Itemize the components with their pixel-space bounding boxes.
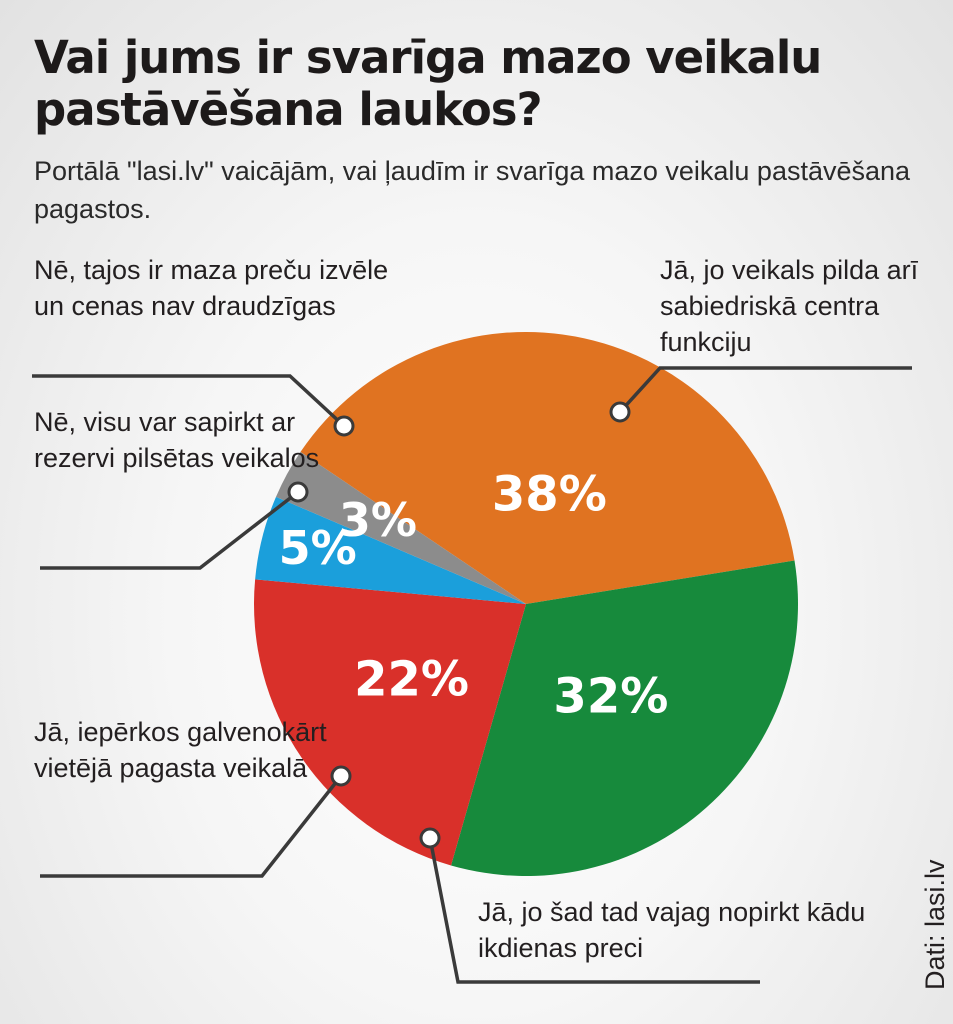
leader-lines (32, 366, 912, 984)
pie-slices (254, 332, 798, 876)
slice-value-gray: 3% (339, 493, 417, 547)
leader-line-blue (40, 490, 300, 570)
leader-line-green (428, 837, 760, 984)
source-note: Dati: lasi.lv (920, 859, 950, 990)
leader-line-red (40, 774, 343, 878)
leader-line-gray (32, 374, 346, 428)
leader-dot-blue (287, 481, 309, 503)
legend-label-red: Jā, iepērkos galvenokārt vietējā pagasta… (34, 717, 327, 783)
slice-value-red: 22% (354, 651, 469, 707)
pie-slice-orange (300, 332, 795, 604)
leader-dot-gray (333, 415, 355, 437)
pie-slice-red (254, 579, 526, 866)
legend-label-gray: Nē, tajos ir maza preču izvēle un cenas … (34, 255, 389, 321)
chart-subtitle: Portālā "lasi.lv" vaicājām, vai ļaudīm i… (34, 156, 911, 224)
percentage-labels: 38% 32% 22% 5%3% (279, 467, 669, 725)
leader-dot-green (419, 827, 441, 849)
chart-title: Vai jums ir svarīga mazo veikalu pastāvē… (34, 31, 822, 136)
pie-slice-green (451, 560, 798, 876)
leader-dot-red (330, 765, 352, 787)
leader-line-orange (618, 366, 912, 414)
leader-dot-orange (609, 401, 631, 423)
legend-label-blue: Nē, visu var sapirkt ar rezervi pilsētas… (34, 407, 320, 473)
legend-label-green: Jā, jo šad tad vajag nopirkt kādu ikdien… (478, 897, 866, 963)
legend-label-orange: Jā, jo veikals pilda arī sabiedriskā cen… (660, 255, 919, 357)
slice-value-blue: 5% (279, 521, 357, 575)
pie-slice-blue (255, 496, 526, 604)
slice-value-green: 32% (553, 669, 668, 725)
pie-slice-gray (275, 451, 526, 604)
slice-value-orange: 38% (492, 467, 607, 523)
